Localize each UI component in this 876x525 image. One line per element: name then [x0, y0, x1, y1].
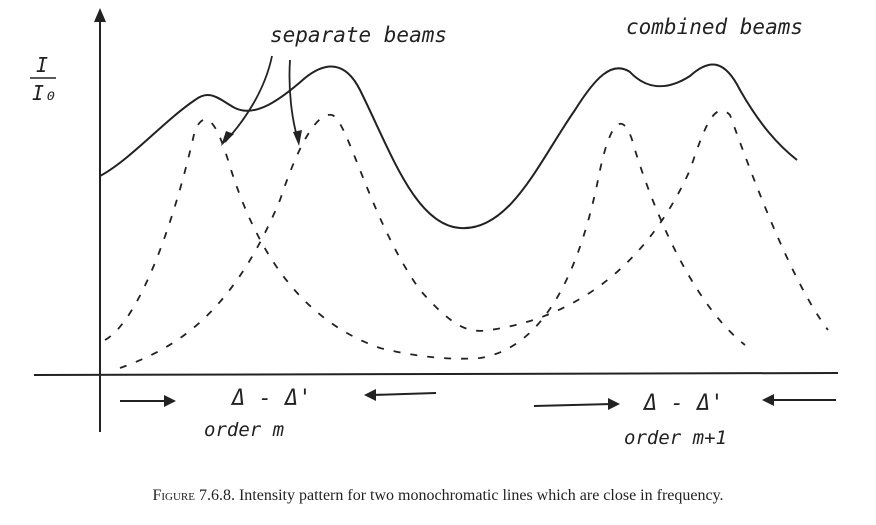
separate-arrow-right	[288, 59, 299, 141]
caption-text: Intensity pattern for two monochromatic …	[238, 487, 724, 504]
arrowhead-left-b	[364, 389, 376, 401]
dashed-peak-1	[104, 118, 746, 360]
arrowhead-right-b	[762, 394, 774, 406]
y-label-numerator: I	[36, 53, 48, 77]
y-label-denominator: I₀	[32, 81, 56, 105]
figure-caption: Figure 7.6.8. Intensity pattern for two …	[0, 487, 876, 505]
dashed-peak-2	[119, 109, 829, 369]
combined-intensity-curve	[99, 63, 798, 230]
separate-arrowhead-left	[221, 131, 234, 146]
separate-arrowhead-right	[293, 130, 302, 146]
delta-label-right: Δ - Δ'	[642, 391, 723, 416]
caption-label: Figure 7.6.8.	[152, 487, 235, 504]
arrowhead-left-a	[164, 395, 176, 407]
separate-beams-label: separate beams	[270, 23, 447, 47]
x-axis	[33, 372, 839, 376]
arrow-in-right-a	[533, 403, 613, 407]
order-m-label: order m	[204, 419, 284, 441]
intensity-diagram: I I₀ separate beams combined beams Δ - Δ…	[30, 8, 839, 449]
arrowhead-right-a	[608, 398, 620, 410]
delta-label-left: Δ - Δ'	[230, 386, 311, 411]
arrow-in-left-b	[371, 392, 437, 396]
order-m-plus-1-label: order m+1	[624, 427, 727, 449]
separate-arrow-left	[224, 55, 273, 143]
combined-beams-label: combined beams	[626, 15, 803, 39]
y-axis-arrowhead	[94, 8, 106, 22]
